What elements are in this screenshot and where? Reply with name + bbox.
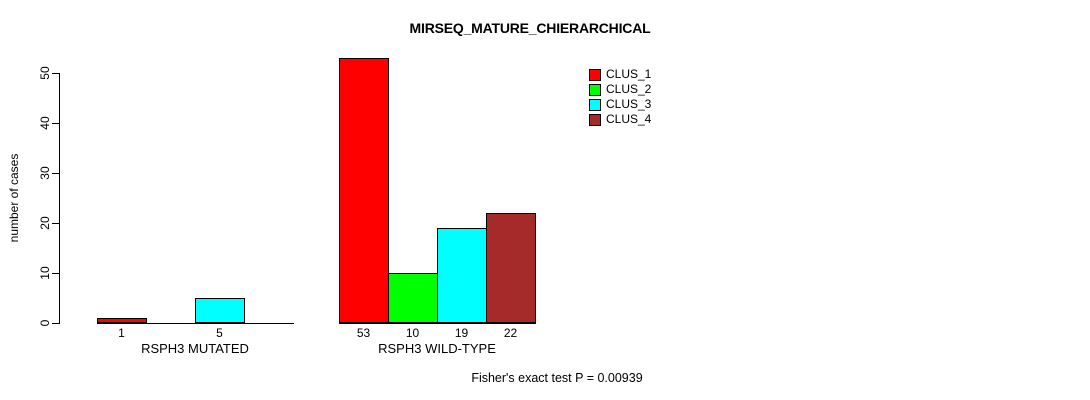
legend-label: CLUS_2 <box>606 82 652 96</box>
bar-clus_1-wild-type <box>339 58 389 323</box>
bar-value-label: 1 <box>118 326 125 340</box>
y-tick-label: 10 <box>38 266 52 280</box>
category-label-mutated: RSPH3 MUTATED <box>141 341 249 356</box>
category-label-wild-type: RSPH3 WILD-TYPE <box>378 341 496 356</box>
y-tick-label: 30 <box>38 166 52 180</box>
y-tick-label: 50 <box>38 66 52 80</box>
legend: CLUS_1 CLUS_2 CLUS_3 CLUS_4 <box>589 67 651 127</box>
y-tick <box>52 323 59 324</box>
y-tick-label: 0 <box>38 319 52 327</box>
y-tick <box>52 123 59 124</box>
bar-clus_4-wild-type <box>486 213 536 323</box>
x-axis-baseline <box>97 323 294 324</box>
bar-value-label: 53 <box>356 326 371 340</box>
legend-row: CLUS_2 <box>589 82 651 97</box>
y-axis-title: number of cases <box>7 153 21 243</box>
legend-row: CLUS_1 <box>589 67 651 82</box>
y-axis-line <box>59 73 60 324</box>
y-tick <box>52 73 59 74</box>
legend-row: CLUS_4 <box>589 112 651 127</box>
y-tick-label: 20 <box>38 216 52 230</box>
bar-value-label: 19 <box>454 326 469 340</box>
bar-value-label: 22 <box>503 326 518 340</box>
y-tick <box>52 223 59 224</box>
legend-label: CLUS_3 <box>606 97 652 111</box>
bar-clus_3-wild-type <box>437 228 487 323</box>
legend-row: CLUS_3 <box>589 97 651 112</box>
y-tick-label: 40 <box>38 116 52 130</box>
y-tick <box>52 173 59 174</box>
bar-clus_2-wild-type <box>388 273 438 323</box>
bar-value-label: 5 <box>216 326 223 340</box>
bar-clus_1-mutated <box>97 318 147 323</box>
chart-title: MIRSEQ_MATURE_CHIERARCHICAL <box>409 20 651 36</box>
legend-swatch-clus_1 <box>589 68 601 81</box>
bar-clus_3-mutated <box>195 298 245 323</box>
y-tick <box>52 273 59 274</box>
legend-swatch-clus_2 <box>589 83 601 96</box>
legend-label: CLUS_4 <box>606 112 652 126</box>
bar-value-label: 10 <box>405 326 420 340</box>
legend-swatch-clus_4 <box>589 113 601 126</box>
legend-label: CLUS_1 <box>606 67 652 81</box>
legend-swatch-clus_3 <box>589 98 601 111</box>
x-axis-baseline <box>339 323 536 324</box>
fisher-test-annotation: Fisher's exact test P = 0.00939 <box>471 371 643 385</box>
